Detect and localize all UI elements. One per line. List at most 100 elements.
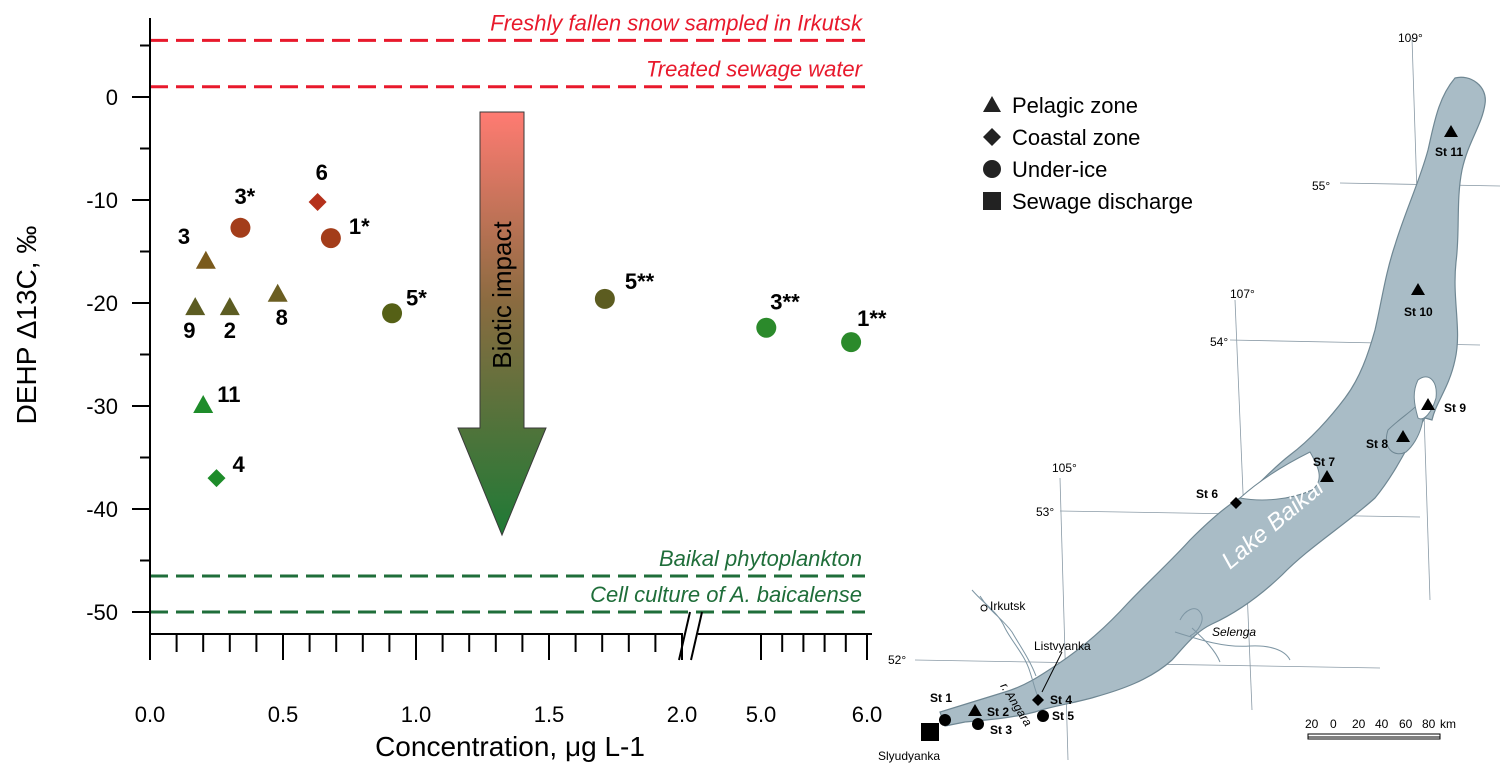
data-point-3: [195, 250, 216, 269]
scale-bar: 20 0 20 40 60 80 km: [1305, 717, 1456, 740]
station-st10: St 10: [1404, 283, 1433, 319]
station-st6: St 6: [1196, 487, 1242, 509]
station-st10-label: St 10: [1404, 305, 1433, 319]
y-tick-label-1: -10: [86, 188, 118, 213]
y-tick-label-5: -50: [86, 600, 118, 625]
reference-label-0: Freshly fallen snow sampled in Irkutsk: [490, 10, 863, 35]
data-point-3ss-label: 3**: [770, 290, 800, 315]
selenga-delta: [1179, 608, 1221, 663]
listvyanka-label: Listvyanka: [1034, 639, 1091, 653]
x-tick-label-1: 0.5: [268, 702, 299, 727]
scale-tick-0: 20: [1305, 717, 1319, 731]
scale-tick-5: 80: [1422, 717, 1436, 731]
station-st7-label: St 7: [1313, 455, 1335, 469]
station-st3-label: St 3: [990, 723, 1012, 737]
station-st7: St 7: [1313, 455, 1335, 482]
x-tick-label-5: 5.0: [746, 702, 777, 727]
lake-baikal-shape: [939, 76, 1486, 727]
station-st5: St 5: [1037, 709, 1074, 723]
reference-label-3: Cell culture of A. baicalense: [590, 582, 862, 607]
angara-river: [971, 589, 1041, 703]
x-ticks: 0.0 0.5 1.0 1.5 2.0 5.0 6.0: [135, 634, 883, 727]
lon-105-label: 105°: [1052, 461, 1077, 475]
selenga-label: Selenga: [1212, 625, 1256, 639]
axis-break-mark-1: [678, 611, 691, 661]
scale-tick-2: 20: [1352, 717, 1366, 731]
irkutsk-dot: [980, 604, 988, 612]
map-legend: Pelagic zone Coastal zone Under-ice Sewa…: [983, 93, 1193, 214]
y-ticks: 0 -10 -20 -30 -40 -50: [86, 44, 150, 625]
station-st6-label: St 6: [1196, 487, 1218, 501]
data-point-8-label: 8: [276, 305, 288, 330]
data-point-5s-label: 5*: [406, 285, 427, 310]
station-st1-label: St 1: [930, 691, 952, 705]
baikal-map: Irkutsk r. Angara Listvyanka Selenga Sly…: [878, 31, 1500, 763]
data-point-6-label: 6: [316, 160, 328, 185]
maloye-more-inlet: [1238, 451, 1320, 501]
legend-triangle-icon: [983, 96, 1001, 112]
data-point-3s-label: 3*: [234, 184, 255, 209]
listvyanka-pointer: [1041, 651, 1063, 693]
scale-tick-4: 60: [1399, 717, 1413, 731]
data-point-6: [308, 193, 327, 212]
slyudyanka-label: Slyudyanka: [878, 749, 940, 763]
x-tick-label-0: 0.0: [135, 702, 166, 727]
axis-break-mark-2: [690, 611, 703, 661]
lat-54-label: 54°: [1210, 335, 1228, 349]
station-st5-label: St 5: [1052, 709, 1074, 723]
station-st2: St 2: [968, 704, 1009, 719]
data-point-1s: [320, 228, 341, 249]
irkutsk-label: Irkutsk: [990, 599, 1026, 613]
selenga-river: [1174, 631, 1291, 661]
data-point-4: [207, 469, 226, 488]
scale-tick-1: 0: [1330, 717, 1337, 731]
station-st8-label: St 8: [1366, 437, 1388, 451]
y-tick-label-3: -30: [86, 394, 118, 419]
station-st8: St 8: [1366, 430, 1410, 451]
station-st1: St 1: [930, 691, 952, 726]
data-point-5ss: [594, 288, 615, 309]
legend-sewage-label: Sewage discharge: [1012, 189, 1193, 214]
data-points: 3 9 2 8 11 4 6 3* 1* 5* 5** 3** 1**: [178, 160, 887, 488]
x-tick-label-3: 1.5: [534, 702, 565, 727]
data-point-2: [219, 297, 240, 316]
station-st11: St 11: [1435, 125, 1463, 159]
data-point-8: [267, 283, 288, 302]
y-tick-label-4: -40: [86, 497, 118, 522]
data-point-11: [193, 395, 214, 413]
legend-pelagic-label: Pelagic zone: [1012, 93, 1138, 118]
data-point-3ss: [756, 317, 777, 338]
sewage-discharge-marker: [921, 723, 939, 741]
x-axis-title: Concentration, μg L-1: [375, 731, 645, 762]
station-st4: St 4: [1032, 693, 1072, 707]
data-point-1ss-label: 1**: [857, 306, 887, 331]
data-point-5s: [382, 303, 403, 324]
station-st11-label: St 11: [1435, 145, 1463, 159]
data-point-2-label: 2: [224, 318, 236, 343]
legend-under-ice-label: Under-ice: [1012, 157, 1107, 182]
scale-tick-3: 40: [1375, 717, 1389, 731]
reference-label-2: Baikal phytoplankton: [659, 546, 862, 571]
biotic-impact-label: Biotic impact: [487, 221, 517, 369]
station-st9-label: St 9: [1444, 401, 1466, 415]
scale-unit: km: [1440, 717, 1456, 731]
legend-diamond-icon: [983, 128, 1001, 146]
lon-107-label: 107°: [1230, 287, 1255, 301]
reference-label-1: Treated sewage water: [646, 57, 864, 82]
station-st9: St 9: [1421, 398, 1466, 415]
data-point-11-label: 11: [217, 382, 240, 407]
data-point-1ss: [841, 332, 862, 353]
y-tick-label-0: 0: [106, 85, 118, 110]
lat-52-label: 52°: [888, 653, 906, 667]
x-tick-label-2: 1.0: [401, 702, 432, 727]
x-tick-label-6: 6.0: [852, 702, 883, 727]
y-tick-label-2: -20: [86, 291, 118, 316]
data-point-9-label: 9: [183, 318, 195, 343]
data-point-3-label: 3: [178, 224, 190, 249]
data-point-5ss-label: 5**: [625, 269, 655, 294]
station-st3: St 3: [972, 718, 1012, 737]
scatter-chart: Freshly fallen snow sampled in Irkutsk Tr…: [11, 10, 887, 762]
station-st2-label: St 2: [987, 705, 1009, 719]
lon-109-label: 109°: [1398, 31, 1423, 45]
